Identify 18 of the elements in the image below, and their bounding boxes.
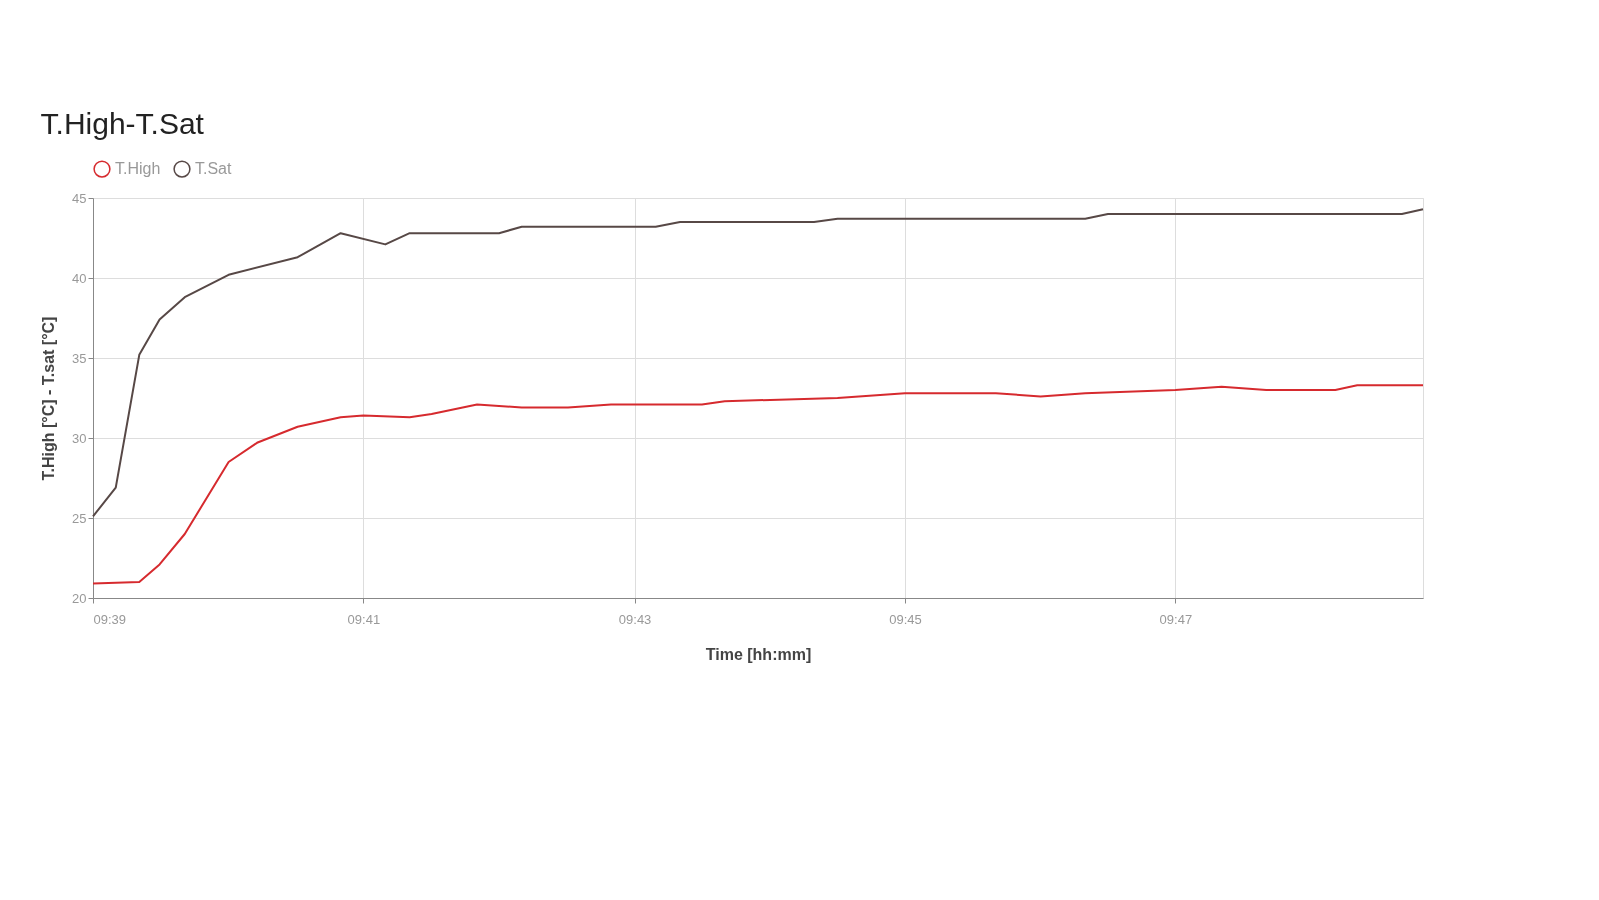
y-tick-label: 40	[72, 270, 87, 286]
x-tick-label: 09:47	[1159, 611, 1193, 627]
x-tick-label: 09:39	[93, 611, 127, 627]
x-axis-title: Time [hh:mm]	[705, 645, 812, 663]
line-series	[92, 384, 1424, 585]
y-tick-label: 30	[72, 430, 87, 446]
y-tick-label: 45	[72, 190, 87, 206]
y-axis-title: T.High [°C] - T.sat [°C]	[40, 316, 58, 481]
line-series	[92, 208, 1424, 518]
y-tick-label: 25	[72, 510, 87, 526]
x-tick-label: 09:41	[347, 611, 381, 627]
y-tick-label: 20	[72, 590, 87, 606]
x-tick-label: 09:45	[889, 611, 922, 627]
x-tick-label: 09:43	[618, 611, 652, 627]
legend-label: T.High	[115, 160, 161, 178]
legend-label: T.Sat	[195, 160, 233, 178]
chart-title: T.High-T.Sat	[40, 107, 205, 140]
y-tick-label: 35	[72, 350, 87, 366]
